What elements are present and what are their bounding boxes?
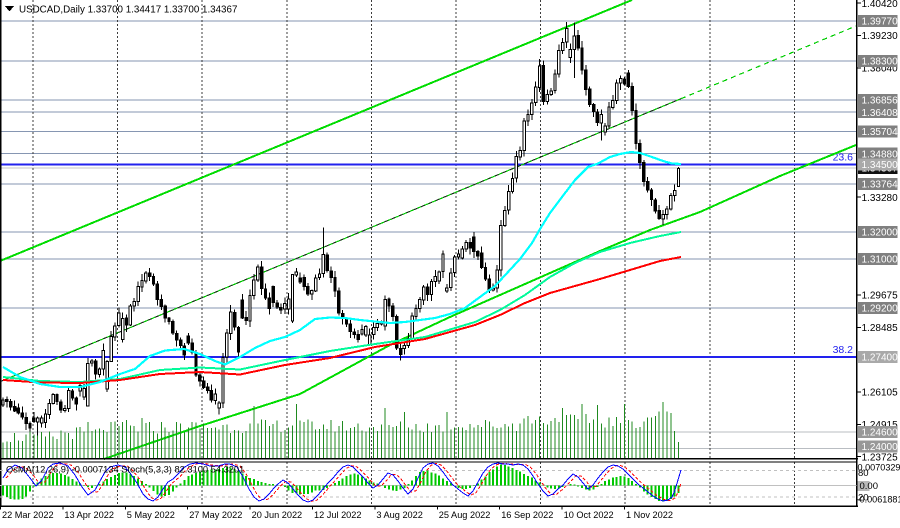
svg-text:13 Apr 2022: 13 Apr 2022: [64, 510, 114, 520]
svg-text:1.40420: 1.40420: [862, 0, 899, 10]
svg-text:1.28485: 1.28485: [862, 323, 899, 334]
svg-text:1.24600: 1.24600: [862, 428, 899, 439]
svg-text:1.29200: 1.29200: [862, 304, 899, 315]
svg-text:16 Sep 2022: 16 Sep 2022: [501, 510, 553, 520]
svg-text:1.27400: 1.27400: [862, 352, 899, 363]
svg-text:12 Jul 2022: 12 Jul 2022: [314, 510, 362, 520]
svg-text:USDCAD,Daily 1.33700 1.34417 1: USDCAD,Daily 1.33700 1.34417 1.33700 1.3…: [19, 5, 237, 16]
svg-text:1.36408: 1.36408: [862, 108, 899, 119]
svg-text:1.39230: 1.39230: [862, 31, 899, 42]
svg-text:3 Aug 2022: 3 Aug 2022: [376, 510, 423, 520]
svg-text:1.32000: 1.32000: [862, 228, 899, 239]
svg-text:1.34500: 1.34500: [862, 160, 899, 171]
svg-text:1.35704: 1.35704: [862, 127, 899, 138]
svg-text:1.26105: 1.26105: [862, 388, 899, 399]
svg-text:1.38040: 1.38040: [862, 64, 899, 75]
svg-text:1.24915: 1.24915: [862, 420, 899, 431]
svg-text:1.39770: 1.39770: [862, 16, 899, 27]
svg-text:10 Oct 2022: 10 Oct 2022: [564, 510, 614, 520]
svg-text:25 Aug 2022: 25 Aug 2022: [439, 510, 491, 520]
svg-text:22 Mar 2022: 22 Mar 2022: [2, 510, 54, 520]
svg-text:80: 80: [858, 468, 869, 479]
svg-text:1.29675: 1.29675: [862, 291, 899, 302]
svg-text:1.33280: 1.33280: [862, 193, 899, 204]
svg-text:1.31000: 1.31000: [862, 255, 899, 266]
svg-text:1.24000: 1.24000: [862, 442, 899, 453]
svg-text:1.23725: 1.23725: [862, 452, 899, 463]
svg-text:1.33764: 1.33764: [862, 180, 899, 191]
svg-text:1.36856: 1.36856: [862, 96, 899, 107]
svg-text:OsMA(12,26,9) -0.0007134 Stoc: OsMA(12,26,9) -0.0007134 Stoch(5,3,3) 82…: [6, 465, 244, 475]
svg-text:5 May 2022: 5 May 2022: [127, 510, 175, 520]
svg-text:0.00: 0.00: [860, 481, 879, 492]
svg-text:20 Jun 2022: 20 Jun 2022: [252, 510, 303, 520]
svg-text:38.2: 38.2: [833, 344, 854, 356]
svg-text:1 Nov 2022: 1 Nov 2022: [626, 510, 673, 520]
svg-text:-0.0061881: -0.0061881: [857, 495, 900, 505]
svg-text:20: 20: [858, 492, 869, 503]
svg-text:0.0070329: 0.0070329: [858, 463, 900, 473]
svg-text:1.34880: 1.34880: [862, 149, 899, 160]
svg-text:23.6: 23.6: [833, 152, 854, 164]
svg-text:27 May 2022: 27 May 2022: [189, 510, 242, 520]
svg-text:1.38300: 1.38300: [862, 56, 899, 67]
